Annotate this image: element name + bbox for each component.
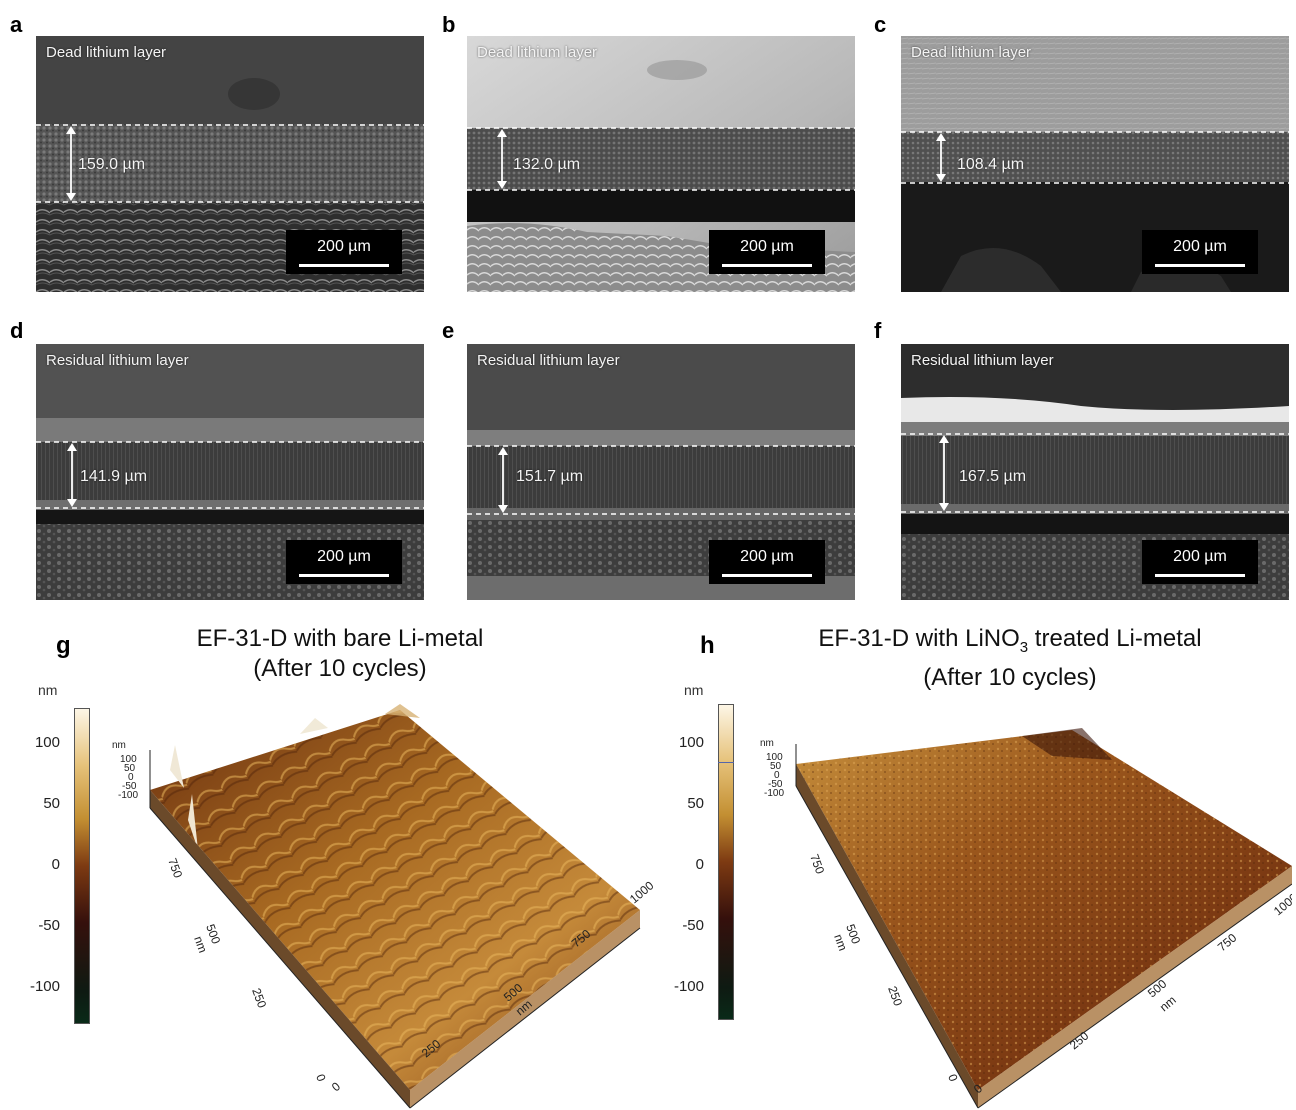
sem-image-f: Residual lithium layer 167.5 µm 200 µm	[901, 344, 1289, 600]
afm-g-y-500: 500	[203, 922, 223, 946]
scale-bar-label-d: 200 µm	[317, 548, 371, 565]
panel-letter-f: f	[874, 318, 882, 343]
afm-title-g-line1: EF-31-D with bare Li-metal	[196, 625, 484, 652]
panel-letter-g: g	[56, 632, 71, 659]
thickness-d: 141.9 µm	[80, 468, 148, 485]
sem-image-c: Dead lithium layer 108.4 µm 200 µm	[901, 36, 1289, 292]
scale-bar-a: 200 µm	[286, 230, 402, 274]
scale-bar-label-b: 200 µm	[740, 238, 794, 255]
afm-g-y-unit: nm	[191, 934, 210, 954]
colorbar-h-marker	[718, 762, 734, 763]
colorbar-tick-g-100: 100	[34, 734, 60, 751]
sem-image-a: Dead lithium layer 159.0 µm 200 µm	[36, 36, 424, 292]
afm-h-y-500: 500	[843, 922, 863, 946]
scale-bar-label-a: 200 µm	[317, 238, 371, 255]
afm-h-z-m100: -100	[764, 788, 784, 799]
afm-h-zunit: nm	[760, 738, 774, 749]
panel-letter-c: c	[874, 12, 887, 37]
panel-letter-b: b	[442, 12, 456, 37]
colorbar-tick-g-m50: -50	[38, 917, 60, 934]
afm-g-y-0: 0	[313, 1072, 329, 1083]
scale-bar-label-c: 200 µm	[1173, 238, 1227, 255]
colorbar-g	[74, 708, 90, 1024]
afm-h-y-unit: nm	[831, 932, 850, 952]
afm-surface-plot-h: nm 100 50 0 -50 -100 750 500 nm 250 0 0 …	[760, 728, 1292, 1109]
colorbar-tick-h-100: 100	[678, 734, 704, 751]
colorbar-tick-h-0: 0	[695, 856, 704, 873]
scale-bar-f: 200 µm	[1142, 540, 1258, 584]
sem-label-e: Residual lithium layer	[477, 352, 620, 369]
scale-bar-b: 200 µm	[709, 230, 825, 274]
afm-title-h-sub: 3	[1019, 638, 1029, 656]
scale-bar-label-e: 200 µm	[740, 548, 794, 565]
sem-image-b: Dead lithium layer 132.0 µm 200 µm	[467, 36, 855, 292]
afm-h-x-unit: nm	[1157, 993, 1179, 1014]
afm-g-z-50: 50	[124, 763, 136, 774]
afm-title-g-line2: (After 10 cycles)	[253, 655, 427, 682]
afm-title-h-line1: EF-31-D with LiNO3 treated Li-metal	[790, 624, 1230, 663]
sem-label-d: Residual lithium layer	[46, 352, 189, 369]
thickness-c: 108.4 µm	[957, 156, 1025, 173]
colorbar-unit-g: nm	[38, 682, 58, 698]
thickness-b: 132.0 µm	[513, 156, 581, 173]
sem-label-c: Dead lithium layer	[911, 44, 1032, 61]
colorbar-unit-h: nm	[684, 682, 704, 698]
sem-micrograph-d	[36, 344, 424, 600]
sem-label-a: Dead lithium layer	[46, 44, 167, 61]
afm-h-y-0: 0	[945, 1072, 961, 1083]
afm-g-zunit: nm	[112, 740, 126, 751]
afm-title-g: EF-31-D with bare Li-metal (After 10 cyc…	[160, 624, 520, 684]
scale-bar-d: 200 µm	[286, 540, 402, 584]
afm-h-y-250: 250	[885, 984, 905, 1008]
scale-bar-e: 200 µm	[709, 540, 825, 584]
colorbar-tick-g-0: 0	[51, 856, 60, 873]
panel-letter-e: e	[442, 318, 455, 343]
afm-g-z-100: 100	[120, 754, 137, 765]
scale-bar-label-f: 200 µm	[1173, 548, 1227, 565]
afm-h-z-50: 50	[770, 761, 782, 772]
panel-letter-a: a	[10, 12, 23, 37]
colorbar-tick-h-m50: -50	[682, 917, 704, 934]
scale-bar-c: 200 µm	[1142, 230, 1258, 274]
afm-surface-plot-g: nm 100 50 0 -50 -100 750 500 nm 250 0 0 …	[112, 704, 657, 1109]
sem-label-b: Dead lithium layer	[477, 44, 598, 61]
sem-micrograph-f	[901, 344, 1289, 600]
afm-title-h-line2: (After 10 cycles)	[923, 663, 1097, 691]
sem-label-f: Residual lithium layer	[911, 352, 1054, 369]
afm-g-y-750: 750	[165, 856, 185, 880]
sem-micrograph-c	[901, 36, 1289, 292]
afm-title-h-pre: EF-31-D with LiNO	[818, 625, 1020, 652]
afm-g-y-250: 250	[249, 986, 269, 1010]
sem-image-e: Residual lithium layer 151.7 µm 200 µm	[467, 344, 855, 600]
afm-g-x-1000: 1000	[627, 878, 657, 906]
afm-title-h-post: treated Li-metal	[1028, 625, 1202, 652]
panel-letter-h: h	[700, 632, 715, 659]
colorbar-tick-g-50: 50	[43, 795, 60, 812]
colorbar-tick-h-50: 50	[687, 795, 704, 812]
colorbar-tick-h-m100: -100	[673, 978, 704, 995]
afm-g-z-m50: -50	[122, 781, 137, 792]
afm-title-h: EF-31-D with LiNO3 treated Li-metal (Aft…	[790, 624, 1230, 693]
afm-h-z-m50: -50	[768, 779, 783, 790]
afm-g-x-0: 0	[329, 1079, 343, 1094]
thickness-a: 159.0 µm	[78, 156, 146, 173]
sem-micrograph-a	[36, 36, 424, 292]
thickness-e: 151.7 µm	[516, 468, 584, 485]
colorbar-tick-g-m100: -100	[29, 978, 60, 995]
afm-h-z-100: 100	[766, 752, 783, 763]
afm-h-z-0: 0	[774, 770, 780, 781]
sem-image-d: Residual lithium layer 141.9 µm 200 µm	[36, 344, 424, 600]
afm-g-z-0: 0	[128, 772, 134, 783]
thickness-f: 167.5 µm	[959, 468, 1027, 485]
afm-h-y-750: 750	[807, 852, 827, 876]
colorbar-h	[718, 704, 734, 1020]
panel-letter-d: d	[10, 318, 24, 343]
afm-g-z-m100: -100	[118, 790, 138, 801]
